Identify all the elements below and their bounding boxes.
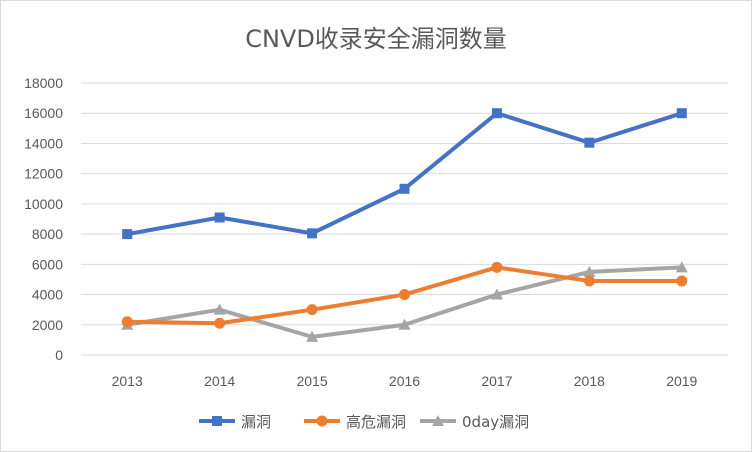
x-tick-label: 2016 [389, 373, 420, 389]
data-point [675, 261, 688, 273]
data-point [676, 108, 687, 119]
data-point [214, 212, 225, 223]
legend: 漏洞 高危漏洞 0day漏洞 [199, 413, 529, 431]
data-point [398, 318, 411, 330]
data-point [122, 229, 133, 240]
data-point [676, 275, 688, 287]
data-point [307, 228, 318, 239]
data-point [306, 304, 318, 316]
data-point [490, 288, 503, 300]
data-point [583, 275, 595, 287]
y-tick-label: 14000 [24, 135, 63, 151]
y-tick-label: 2000 [32, 317, 63, 333]
legend-marker [212, 416, 222, 426]
legend-item: 漏洞 [199, 413, 271, 431]
x-axis: 2013 2014 2015 2016 2017 2018 2019 [112, 373, 698, 389]
legend-label: 0day漏洞 [462, 413, 529, 431]
x-tick-label: 2014 [204, 373, 235, 389]
data-point [399, 183, 410, 194]
series-1 [121, 261, 688, 329]
y-tick-label: 8000 [32, 226, 63, 242]
series-2 [121, 261, 688, 342]
x-tick-label: 2015 [296, 373, 327, 389]
y-tick-label: 6000 [32, 256, 63, 272]
y-tick-label: 16000 [24, 105, 63, 121]
gridlines [81, 82, 728, 356]
data-point [121, 316, 133, 328]
y-tick-label: 18000 [24, 75, 63, 91]
x-tick-label: 2013 [112, 373, 143, 389]
y-tick-label: 0 [55, 347, 63, 363]
x-tick-label: 2017 [481, 373, 512, 389]
series-group [121, 108, 688, 342]
legend-label: 高危漏洞 [346, 413, 406, 431]
series-0 [122, 108, 687, 240]
y-tick-label: 4000 [32, 287, 63, 303]
legend-item: 0day漏洞 [420, 413, 529, 431]
chart-title: CNVD收录安全漏洞数量 [245, 25, 507, 53]
data-point [213, 303, 226, 315]
x-tick-label: 2018 [574, 373, 605, 389]
y-tick-label: 10000 [24, 196, 63, 212]
x-tick-label: 2019 [666, 373, 697, 389]
data-point [491, 108, 502, 119]
y-tick-label: 12000 [24, 166, 63, 182]
legend-marker [316, 415, 328, 427]
data-point [584, 137, 595, 148]
data-point [583, 265, 596, 277]
data-point [214, 317, 226, 329]
data-point [491, 261, 503, 273]
y-axis: 0 2000 4000 6000 8000 10000 12000 14000 16000 180… [24, 75, 63, 363]
legend-item: 高危漏洞 [304, 413, 406, 431]
data-point [399, 289, 410, 301]
legend-marker [432, 415, 444, 426]
legend-label: 漏洞 [241, 413, 271, 431]
data-point [306, 330, 319, 342]
